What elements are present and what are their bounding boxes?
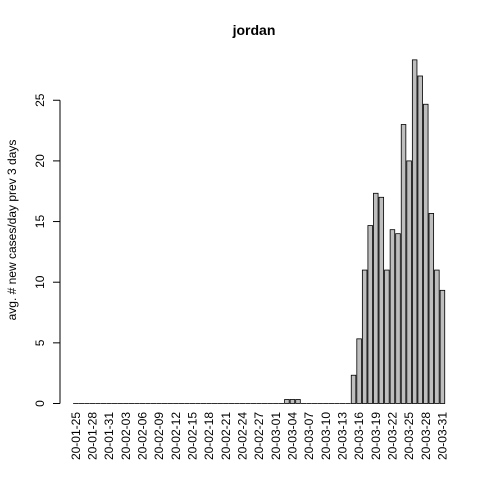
- x-tick-label: 20-03-13: [335, 412, 349, 460]
- bar: [385, 270, 390, 403]
- bar: [379, 197, 384, 403]
- chart-title: jordan: [232, 22, 276, 38]
- x-tick-label: 20-01-28: [85, 412, 99, 460]
- x-tick-label: 20-01-31: [102, 412, 116, 460]
- y-tick-label: 20: [33, 154, 47, 168]
- bar: [373, 193, 378, 403]
- bar: [401, 125, 406, 404]
- x-tick-label: 20-02-18: [202, 412, 216, 460]
- bar: [435, 270, 440, 403]
- x-tick-label: 20-02-15: [185, 412, 199, 460]
- x-tick-label: 20-02-03: [119, 412, 133, 460]
- bar: [290, 399, 295, 403]
- x-tick-label: 20-03-22: [385, 412, 399, 460]
- x-tick-label: 20-02-09: [152, 412, 166, 460]
- x-tick-label: 20-03-04: [285, 412, 299, 460]
- x-tick-label: 20-02-12: [169, 412, 183, 460]
- bar: [412, 60, 417, 404]
- bar: [423, 104, 428, 403]
- bars: [74, 60, 445, 404]
- x-tick-label: 20-02-21: [219, 412, 233, 460]
- x-tick-label: 20-03-25: [402, 412, 416, 460]
- y-axis-label: avg. # new cases/day prev 3 days: [5, 140, 19, 321]
- bar: [357, 339, 362, 404]
- bar: [396, 234, 401, 404]
- bar: [390, 230, 395, 404]
- x-tick-label: 20-03-19: [369, 412, 383, 460]
- bar: [418, 76, 423, 404]
- bar: [296, 399, 301, 403]
- bar: [285, 399, 290, 403]
- bar: [362, 270, 367, 403]
- x-tick-label: 20-01-25: [69, 412, 83, 460]
- x-tick-label: 20-02-24: [235, 412, 249, 460]
- bar: [440, 290, 445, 403]
- x-tick-label: 20-03-28: [419, 412, 433, 460]
- bar: [429, 213, 434, 403]
- y-tick-label: 15: [33, 215, 47, 229]
- y-tick-label: 5: [33, 339, 47, 346]
- y-tick-label: 25: [33, 93, 47, 107]
- y-axis: 0 5 10 15 20 25: [33, 93, 60, 407]
- x-tick-label: 20-03-10: [319, 412, 333, 460]
- x-tick-label: 20-02-27: [252, 412, 266, 460]
- bar: [407, 161, 412, 404]
- bar: [351, 375, 356, 403]
- bar: [368, 226, 373, 404]
- x-tick-label: 20-03-01: [269, 412, 283, 460]
- y-tick-label: 10: [33, 275, 47, 289]
- x-tick-label: 20-03-31: [435, 412, 449, 460]
- x-tick-label: 20-02-06: [135, 412, 149, 460]
- x-tick-label: 20-03-07: [302, 412, 316, 460]
- x-tick-label: 20-03-16: [352, 412, 366, 460]
- y-tick-label: 0: [33, 400, 47, 407]
